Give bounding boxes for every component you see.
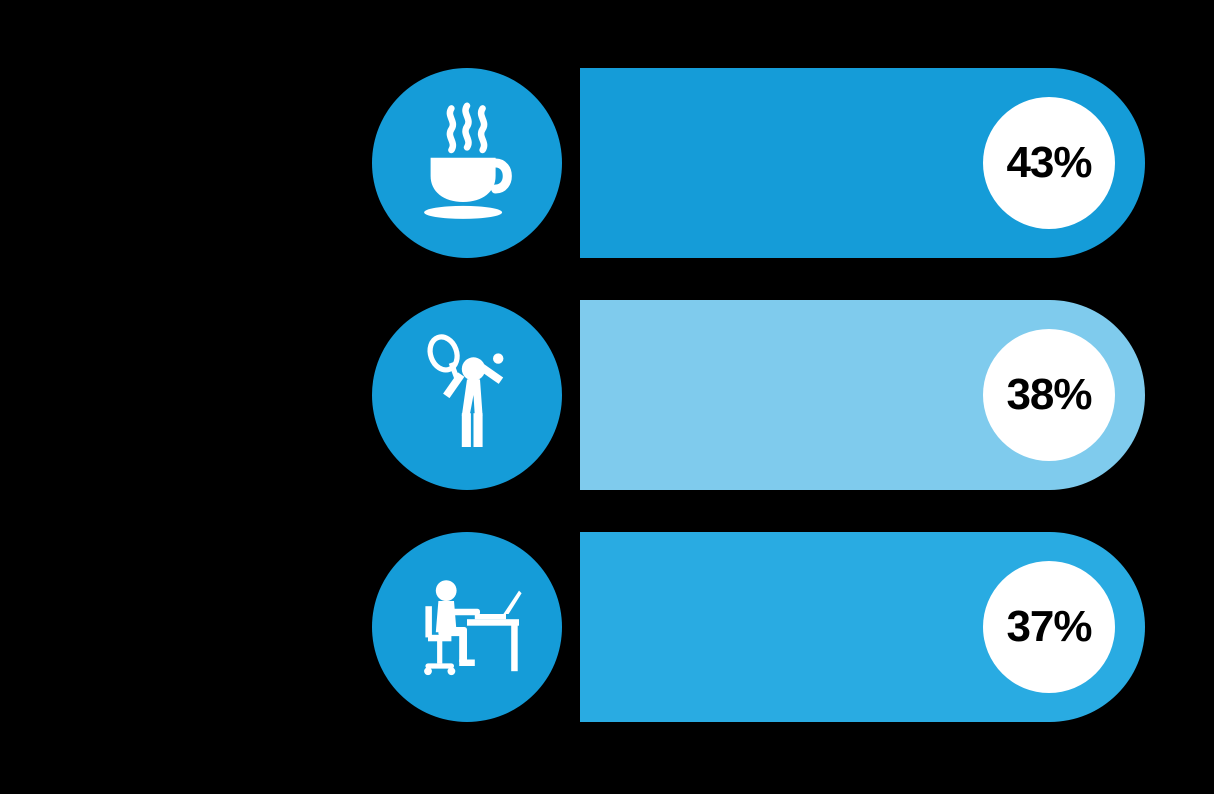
desk-laptop-icon <box>402 562 532 692</box>
value-label: 38% <box>1006 370 1091 420</box>
value-label: 43% <box>1006 138 1091 188</box>
tennis-icon <box>402 330 532 460</box>
value-badge: 37% <box>983 561 1115 693</box>
chart-row: 38% <box>0 300 1214 490</box>
value-badge: 43% <box>983 97 1115 229</box>
value-label: 37% <box>1006 602 1091 652</box>
chart-row: 37% <box>0 532 1214 722</box>
value-badge: 38% <box>983 329 1115 461</box>
icon-circle <box>372 300 562 490</box>
infographic-bar-chart: 43% <box>0 0 1214 794</box>
coffee-icon <box>402 98 532 228</box>
chart-row: 43% <box>0 68 1214 258</box>
icon-circle <box>372 68 562 258</box>
icon-circle <box>372 532 562 722</box>
